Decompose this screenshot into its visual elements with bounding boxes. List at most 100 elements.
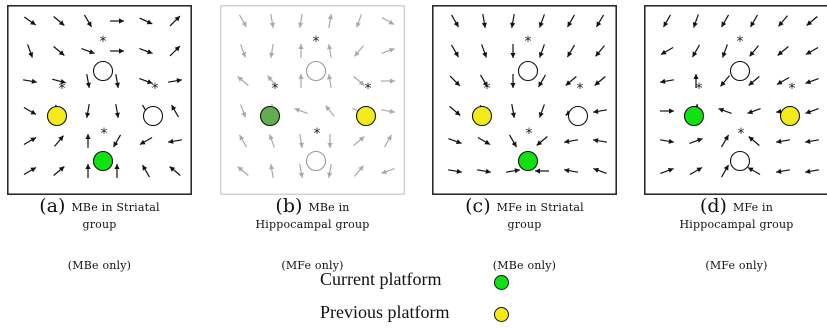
field-arrow: [594, 76, 606, 86]
field-arrow: [381, 16, 395, 26]
panel-letter: (d): [699, 195, 733, 217]
panel-condition: (MFe only): [705, 259, 768, 272]
field-arrow: [54, 135, 64, 147]
field-arrow: [747, 108, 761, 115]
field-arrow: [383, 134, 393, 148]
field-arrow: [112, 134, 122, 148]
field-arrow: [298, 164, 304, 178]
field-arrow: [238, 14, 248, 28]
field-arrow: [510, 14, 516, 28]
panel-b: * * * *: [220, 5, 405, 195]
field-arrow: [806, 16, 818, 26]
panel-c: * * * *: [432, 5, 617, 195]
field-arrow: [748, 136, 760, 146]
field-arrow: [692, 14, 699, 28]
field-arrow: [23, 166, 37, 176]
field-arrow: [327, 164, 333, 178]
field-arrow: [805, 46, 819, 56]
legend-previous: Previous platform: [320, 302, 449, 323]
platform-empty: [517, 60, 539, 82]
legend-previous-label: Previous platform: [320, 302, 450, 322]
field-arrow: [449, 75, 461, 87]
panel-caption-text: MBe in Striatal: [71, 201, 160, 214]
field-arrow: [595, 45, 605, 57]
panel-caption-text: Hippocampal group: [679, 218, 794, 231]
field-arrow: [240, 104, 247, 118]
field-arrow: [776, 138, 790, 144]
field-arrow: [749, 45, 759, 57]
field-arrow: [564, 168, 578, 174]
field-arrow: [269, 44, 275, 58]
asterisk-marker: *: [272, 81, 279, 97]
field-arrow: [85, 74, 91, 88]
panel-d: * * * *: [644, 5, 827, 195]
asterisk-marker: *: [789, 81, 796, 97]
field-arrow: [477, 168, 491, 174]
field-arrow: [141, 164, 151, 178]
field-arrow: [778, 15, 788, 27]
vector-field-d: * * * *: [644, 5, 827, 195]
field-arrow: [353, 76, 365, 86]
asterisk-marker: *: [696, 81, 703, 97]
field-arrow: [139, 48, 153, 55]
field-arrow: [294, 107, 308, 114]
panel-frame: [432, 5, 617, 195]
field-arrow: [566, 14, 576, 28]
field-arrow: [479, 74, 489, 88]
field-arrow: [269, 164, 275, 178]
asterisk-marker: *: [314, 126, 321, 142]
field-arrow: [538, 14, 545, 28]
field-arrow: [267, 75, 277, 87]
field-arrow: [381, 108, 395, 114]
field-arrow: [720, 14, 730, 28]
panel-caption: (c) MFe in Striatal group: [426, 197, 623, 232]
field-arrow: [448, 168, 462, 174]
field-arrow: [114, 104, 120, 118]
field-arrow: [23, 16, 37, 26]
field-arrow: [23, 106, 37, 116]
previous-platform-swatch: [494, 307, 509, 322]
field-arrow: [805, 108, 819, 115]
field-arrow: [593, 167, 607, 174]
field-arrow: [381, 47, 395, 54]
field-arrow: [776, 168, 790, 174]
platform-previous: [779, 105, 801, 127]
field-arrow: [110, 48, 124, 54]
field-arrow: [327, 14, 333, 28]
field-arrow: [691, 44, 701, 58]
panel-a: * * * *: [7, 5, 192, 195]
field-arrow: [721, 44, 728, 58]
platform-current: [683, 105, 705, 127]
field-arrow: [477, 136, 491, 146]
asterisk-marker: *: [577, 81, 584, 97]
field-arrow: [660, 167, 674, 174]
field-arrow: [660, 78, 674, 84]
field-arrow: [776, 76, 790, 86]
field-arrow: [168, 138, 182, 144]
asterisk-marker: *: [525, 34, 532, 50]
panel-caption: (d) MFe in Hippocampal group: [638, 195, 827, 232]
panel-frame: [644, 5, 827, 195]
field-arrow: [662, 14, 672, 28]
panel-condition: (MFe only): [281, 259, 344, 272]
field-arrow: [805, 78, 819, 85]
platform-previous: [46, 105, 68, 127]
platform-current: [517, 150, 539, 172]
field-arrow: [81, 48, 95, 55]
asterisk-marker: *: [738, 126, 745, 142]
field-arrow: [298, 14, 304, 28]
field-arrow: [85, 164, 91, 178]
field-arrow: [718, 107, 732, 114]
field-arrow: [508, 134, 518, 148]
field-arrow: [381, 168, 395, 175]
panel-condition: (MBe only): [67, 259, 132, 272]
field-arrow: [23, 78, 37, 84]
field-arrow: [298, 74, 304, 88]
field-arrow: [169, 166, 181, 176]
field-arrow: [689, 137, 703, 144]
legend-current: Current platform: [320, 269, 441, 290]
platform-previous: [471, 105, 493, 127]
field-arrow: [85, 134, 91, 148]
panel-caption-text: group: [82, 218, 117, 231]
field-arrow: [777, 46, 789, 56]
